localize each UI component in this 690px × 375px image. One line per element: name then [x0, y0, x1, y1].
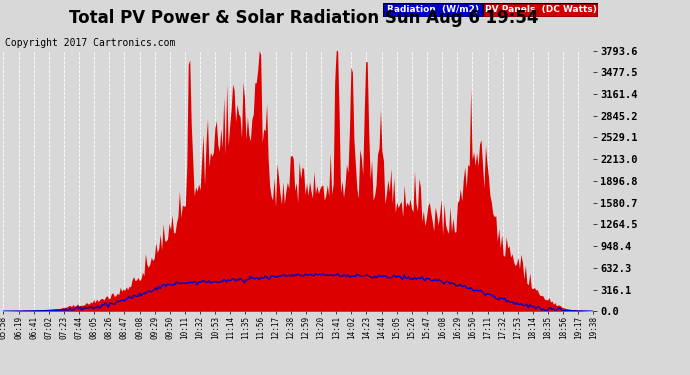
Text: Total PV Power & Solar Radiation Sun Aug 6 19:54: Total PV Power & Solar Radiation Sun Aug…	[69, 9, 538, 27]
Text: Copyright 2017 Cartronics.com: Copyright 2017 Cartronics.com	[5, 38, 175, 48]
FancyBboxPatch shape	[483, 3, 598, 17]
FancyBboxPatch shape	[383, 3, 483, 17]
Text: Radiation  (W/m2): Radiation (W/m2)	[387, 5, 479, 14]
Text: PV Panels  (DC Watts): PV Panels (DC Watts)	[484, 5, 597, 14]
